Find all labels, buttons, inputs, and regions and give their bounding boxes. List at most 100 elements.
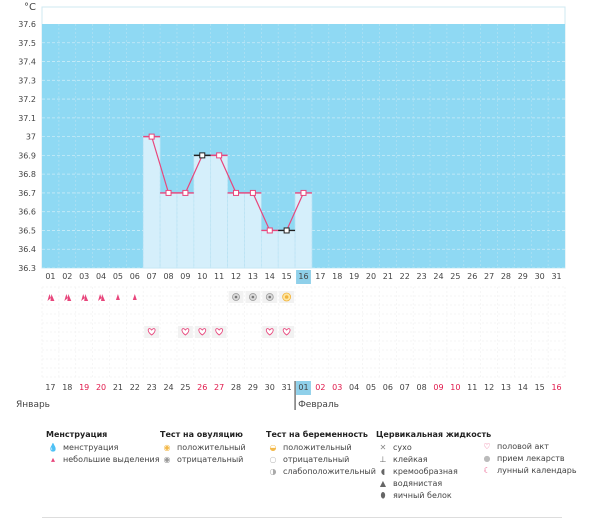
legend-menstruation-title: Менструация (46, 430, 108, 439)
y-tick-label: 37 (26, 133, 36, 142)
x-tick-label: 30 (535, 272, 545, 281)
legend-label: небольшие выделения (63, 455, 160, 464)
temperature-point (165, 189, 172, 196)
x-tick-label: 01 (45, 272, 55, 281)
legend-label: отрицательный (283, 455, 350, 464)
legend-label: половой акт (497, 442, 549, 451)
y-tick-label: 36.3 (18, 264, 36, 273)
calendar-date-label: 22 (130, 383, 140, 392)
calendar-date-label: 24 (163, 383, 173, 392)
calendar-date-label: 03 (332, 383, 342, 392)
legend-label: положительный (177, 443, 246, 452)
temperature-column (227, 192, 245, 269)
heart-icon (147, 328, 156, 336)
x-tick-label: 28 (501, 272, 511, 281)
heart-icon (181, 328, 190, 336)
heart-icon (282, 328, 291, 336)
legend-item-pregnancy-positive: ◒ положительный (266, 442, 376, 454)
temperature-point (300, 189, 307, 196)
legend-item-ovulation-positive: ◉ положительный (160, 442, 246, 454)
x-tick-label: 02 (62, 272, 72, 281)
x-tick-label: 13 (248, 272, 258, 281)
temperature-column (294, 192, 313, 269)
menstruation-heavy-icon (81, 294, 89, 301)
legend-cervical: Цервикальная жидкость ✕ сухо ⊥ клейкая ◖ кр… (376, 429, 491, 502)
legend-ovulation-title: Тест на овуляцию (160, 430, 243, 439)
legend-item-light-discharge: ▴ небольшие выделения (46, 454, 160, 466)
y-tick-label: 36.9 (18, 151, 36, 160)
calendar-date-label: 30 (265, 383, 275, 392)
x-tick-label: 12 (231, 272, 241, 281)
temperature-column (193, 155, 212, 269)
calendar-date-label: 05 (366, 383, 376, 392)
x-tick-label: 22 (400, 272, 410, 281)
x-tick-label: 17 (315, 272, 325, 281)
y-tick-label: 36.7 (18, 189, 36, 198)
calendar-date-label: 15 (535, 383, 545, 392)
heart-icon (198, 328, 207, 336)
x-tick-label: 14 (265, 272, 275, 281)
calendar-date-label: 27 (214, 383, 224, 392)
legend-item-lunar: ☾ лунный календарь (480, 465, 576, 477)
y-tick-label: 37.6 (18, 20, 36, 29)
temperature-point (199, 152, 206, 159)
y-tick-label: 37.2 (18, 95, 36, 104)
pregnancy-negative-icon: ○ (269, 455, 277, 464)
x-tick-label: 09 (180, 272, 190, 281)
x-tick-label: 08 (163, 272, 173, 281)
legend-menstruation: Менструация 💧 менструация ▴ небольшие выде… (46, 429, 160, 466)
pill-icon: ● (483, 454, 491, 463)
temperature-point (182, 189, 189, 196)
calendar-date-label: 28 (231, 383, 241, 392)
calendar-date-label: 18 (62, 383, 72, 392)
calendar-date-label: 04 (349, 383, 359, 392)
legend-item-pregnancy-weak: ◑ слабоположительный (266, 466, 376, 478)
legend-label: сухо (393, 443, 412, 452)
y-tick-label: 36.6 (18, 208, 36, 217)
calendar-date-label: 23 (147, 383, 157, 392)
x-tick-label: 23 (417, 272, 427, 281)
drop-light-icon: ▴ (50, 455, 55, 464)
pregnancy-positive-icon: ◒ (269, 443, 277, 452)
calendar-date-label: 02 (315, 383, 325, 392)
temperature-column (277, 230, 296, 269)
creamy-icon: ◖ (380, 467, 386, 476)
ovulation-negative-dot (234, 295, 238, 299)
temperature-column (244, 192, 262, 269)
current-day-highlight (296, 270, 311, 284)
calendar-date-label: 26 (197, 383, 207, 392)
calendar-date-label: 08 (417, 383, 427, 392)
moon-icon: ☾ (483, 466, 491, 475)
legend-cervical-title: Цервикальная жидкость (376, 430, 492, 439)
menstruation-heavy-icon (47, 294, 55, 301)
x-tick-label: 06 (130, 272, 140, 281)
x-tick-label: 26 (467, 272, 477, 281)
y-axis-unit: °C (24, 2, 36, 13)
legend-label: прием лекарств (497, 454, 565, 463)
legend-item-pregnancy-negative: ○ отрицательный (266, 454, 376, 466)
sticky-icon: ⊥ (379, 455, 387, 464)
x-tick-label: 16 (298, 272, 308, 281)
calendar-date-label: 09 (433, 383, 443, 392)
temperature-point (266, 227, 273, 234)
x-tick-label: 04 (96, 272, 106, 281)
legend-item-medication: ● прием лекарств (480, 453, 577, 465)
x-tick-label: 11 (214, 272, 224, 281)
heart-icon (215, 328, 224, 336)
y-tick-label: 36.4 (18, 245, 36, 254)
x-tick-label: 10 (197, 272, 207, 281)
x-tick-label: 21 (383, 272, 393, 281)
watery-icon: ▲ (379, 479, 387, 488)
temperature-point (249, 189, 256, 196)
legend-label: клейкая (393, 455, 428, 464)
ovulation-negative-dot (251, 295, 255, 299)
legend-item-menstruation: 💧 менструация (46, 442, 160, 454)
legend-pregnancy-title: Тест на беременность (266, 430, 368, 439)
pregnancy-weak-icon: ◑ (269, 467, 277, 476)
temperature-point (216, 152, 223, 159)
calendar-date-label: 21 (113, 383, 123, 392)
calendar-date-label: 16 (551, 383, 561, 392)
calendar-date-label: 19 (79, 383, 89, 392)
legend-item-watery: ▲ водянистая (376, 478, 491, 490)
